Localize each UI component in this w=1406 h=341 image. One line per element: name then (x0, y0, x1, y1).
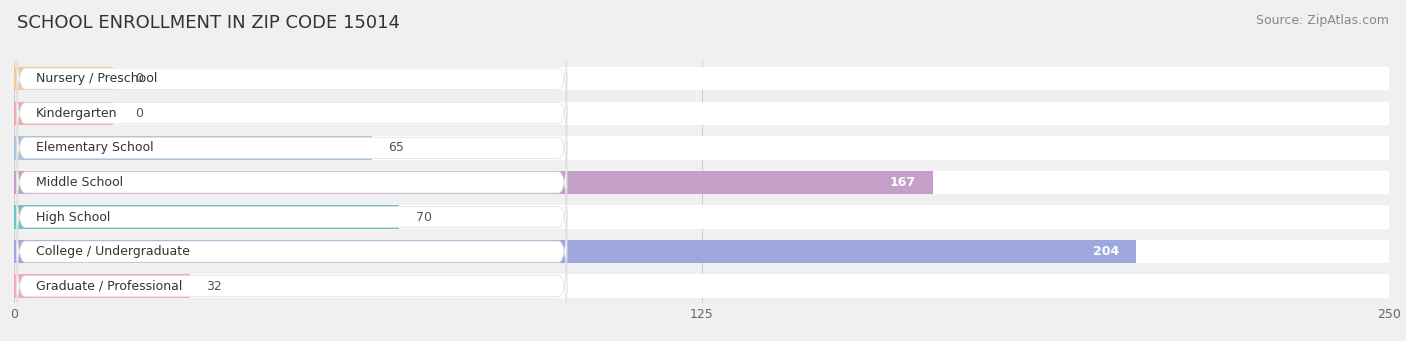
Bar (14, 136, 1389, 160)
Text: Source: ZipAtlas.com: Source: ZipAtlas.com (1256, 14, 1389, 27)
Bar (14, 240, 1389, 263)
Text: Kindergarten: Kindergarten (37, 107, 118, 120)
FancyBboxPatch shape (17, 176, 567, 258)
Bar (14, 205, 1389, 229)
Bar (14, 102, 1389, 125)
FancyBboxPatch shape (17, 38, 567, 120)
Bar (14, 102, 112, 125)
Bar (14, 171, 932, 194)
Bar (14, 67, 112, 90)
FancyBboxPatch shape (17, 210, 567, 293)
Text: 204: 204 (1094, 245, 1119, 258)
Text: 70: 70 (416, 210, 432, 223)
Bar (14, 275, 190, 298)
Text: Nursery / Preschool: Nursery / Preschool (37, 72, 157, 85)
Bar (14, 205, 399, 229)
Text: 0: 0 (135, 72, 143, 85)
Text: 167: 167 (890, 176, 917, 189)
Bar (14, 136, 371, 160)
Text: High School: High School (37, 210, 111, 223)
Bar (14, 240, 1136, 263)
FancyBboxPatch shape (17, 245, 567, 327)
Text: Middle School: Middle School (37, 176, 124, 189)
Text: SCHOOL ENROLLMENT IN ZIP CODE 15014: SCHOOL ENROLLMENT IN ZIP CODE 15014 (17, 14, 399, 32)
Bar (14, 67, 1389, 90)
Bar (14, 171, 1389, 194)
Text: Graduate / Professional: Graduate / Professional (37, 280, 183, 293)
Text: 65: 65 (388, 142, 404, 154)
FancyBboxPatch shape (17, 141, 567, 224)
Text: 32: 32 (207, 280, 222, 293)
Text: Elementary School: Elementary School (37, 142, 153, 154)
Text: College / Undergraduate: College / Undergraduate (37, 245, 190, 258)
FancyBboxPatch shape (17, 106, 567, 189)
Text: 0: 0 (135, 107, 143, 120)
Bar (14, 275, 1389, 298)
FancyBboxPatch shape (17, 72, 567, 154)
